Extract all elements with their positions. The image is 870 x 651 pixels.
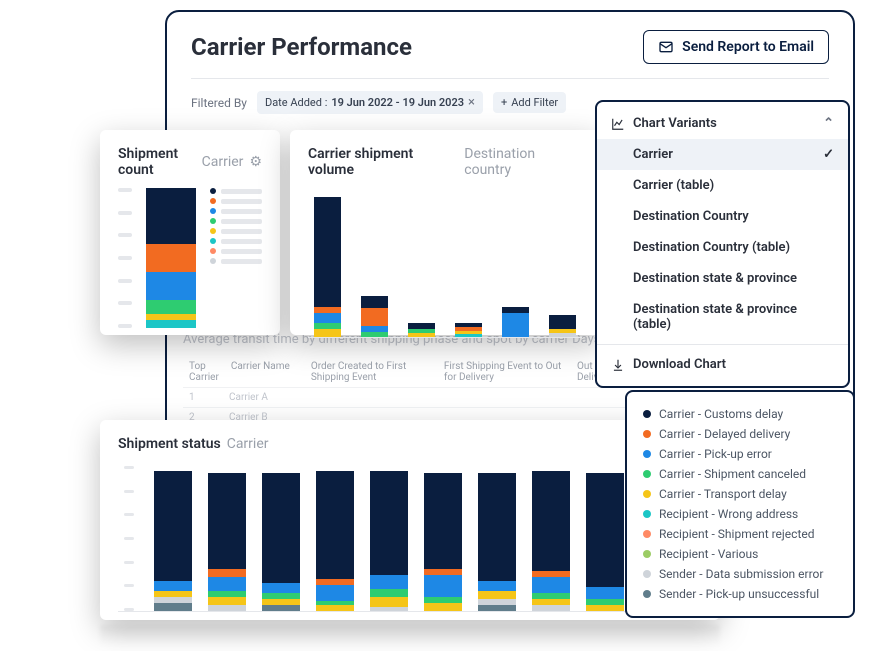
chart-column bbox=[455, 323, 482, 337]
card-subtitle: Carrier bbox=[227, 436, 269, 452]
legend-item bbox=[210, 258, 262, 264]
send-report-button[interactable]: Send Report to Email bbox=[643, 30, 829, 64]
chart-column bbox=[586, 473, 624, 611]
download-icon bbox=[611, 358, 625, 372]
legend-item bbox=[210, 218, 262, 224]
dropdown-item[interactable]: Destination state & province bbox=[597, 263, 848, 294]
card-title: Carrier shipment volume bbox=[308, 146, 458, 178]
legend-item bbox=[210, 238, 262, 244]
bar-segment bbox=[146, 272, 196, 300]
chart-column bbox=[314, 197, 341, 337]
table-header-cell: Order Created to First Shipping Event bbox=[305, 357, 438, 387]
reflection bbox=[100, 625, 720, 647]
legend-item: Carrier - Transport delay bbox=[643, 484, 837, 504]
chart-variants-dropdown: Chart Variants ⌃ Carrier✓Carrier (table)… bbox=[595, 100, 850, 388]
page-title: Carrier Performance bbox=[191, 33, 412, 61]
legend bbox=[210, 188, 262, 264]
chart-column bbox=[532, 471, 570, 611]
legend-item: Carrier - Delayed delivery bbox=[643, 424, 837, 444]
y-axis bbox=[118, 188, 132, 328]
chart-line-icon bbox=[611, 117, 625, 131]
legend-item: Recipient - Various bbox=[643, 544, 837, 564]
card-subtitle: Carrier bbox=[202, 154, 244, 170]
chart-column bbox=[262, 473, 300, 611]
legend-item: Carrier - Shipment canceled bbox=[643, 464, 837, 484]
chart-column bbox=[370, 471, 408, 611]
dropdown-item[interactable]: Destination Country (table) bbox=[597, 232, 848, 263]
chevron-up-icon[interactable]: ⌃ bbox=[823, 116, 834, 131]
shipment-volume-card: Carrier shipment volume Destination coun… bbox=[290, 130, 600, 335]
chart-column bbox=[361, 296, 388, 337]
bar-segment bbox=[146, 300, 196, 314]
legend-item: Recipient - Wrong address bbox=[643, 504, 837, 524]
chart-column bbox=[154, 471, 192, 611]
table-header-cell: First Shipping Event to Out for Delivery bbox=[438, 357, 571, 387]
bar-segment bbox=[146, 188, 196, 244]
legend-item bbox=[210, 228, 262, 234]
chart-column bbox=[408, 323, 435, 337]
filter-chip-date[interactable]: Date Added : 19 Jun 2022 - 19 Jun 2023 × bbox=[257, 91, 483, 114]
gear-icon[interactable]: ⚙ bbox=[249, 154, 262, 170]
stacked-bar bbox=[146, 188, 196, 328]
card-title: Shipment count bbox=[118, 146, 196, 178]
card-title: Shipment status bbox=[118, 436, 221, 452]
check-icon: ✓ bbox=[823, 147, 834, 162]
dropdown-item[interactable]: Carrier✓ bbox=[597, 139, 848, 170]
remove-filter-icon[interactable]: × bbox=[468, 95, 475, 110]
table-header-cell: Top Carrier bbox=[183, 357, 225, 387]
download-chart-button[interactable]: Download Chart bbox=[597, 349, 848, 380]
y-axis bbox=[124, 466, 134, 611]
legend-item: Carrier - Pick-up error bbox=[643, 444, 837, 464]
add-filter-button[interactable]: + Add Filter bbox=[493, 92, 566, 113]
bar-segment bbox=[146, 244, 196, 272]
legend-item: Recipient - Shipment rejected bbox=[643, 524, 837, 544]
chart-column bbox=[208, 473, 246, 611]
chart-column bbox=[502, 307, 529, 337]
volume-chart bbox=[308, 188, 582, 338]
chart-column bbox=[478, 473, 516, 611]
legend-item bbox=[210, 208, 262, 214]
chart-column bbox=[316, 471, 354, 611]
legend-item bbox=[210, 248, 262, 254]
chart-column bbox=[424, 473, 462, 611]
bar-segment bbox=[146, 320, 196, 328]
plus-icon: + bbox=[501, 96, 507, 109]
dropdown-item[interactable]: Carrier (table) bbox=[597, 170, 848, 201]
legend-item: Sender - Pick-up unsuccessful bbox=[643, 584, 837, 604]
dropdown-item[interactable]: Destination state & province (table) bbox=[597, 294, 848, 340]
dropdown-item[interactable]: Destination Country bbox=[597, 201, 848, 232]
send-report-label: Send Report to Email bbox=[682, 39, 814, 55]
legend-item: Carrier - Customs delay bbox=[643, 404, 837, 424]
filtered-by-label: Filtered By bbox=[191, 96, 247, 110]
legend-item bbox=[210, 198, 262, 204]
status-legend-panel: Carrier - Customs delayCarrier - Delayed… bbox=[625, 390, 855, 618]
shipment-count-card: Shipment count Carrier ⚙ bbox=[100, 130, 280, 335]
mail-icon bbox=[658, 39, 674, 55]
card-subtitle: Destination country bbox=[464, 146, 582, 178]
chart-column bbox=[549, 315, 576, 337]
status-chart bbox=[118, 462, 702, 612]
dropdown-header: Chart Variants ⌃ bbox=[597, 108, 848, 139]
legend-item: Sender - Data submission error bbox=[643, 564, 837, 584]
table-header-cell: Carrier Name bbox=[225, 357, 305, 387]
legend-item bbox=[210, 188, 262, 194]
